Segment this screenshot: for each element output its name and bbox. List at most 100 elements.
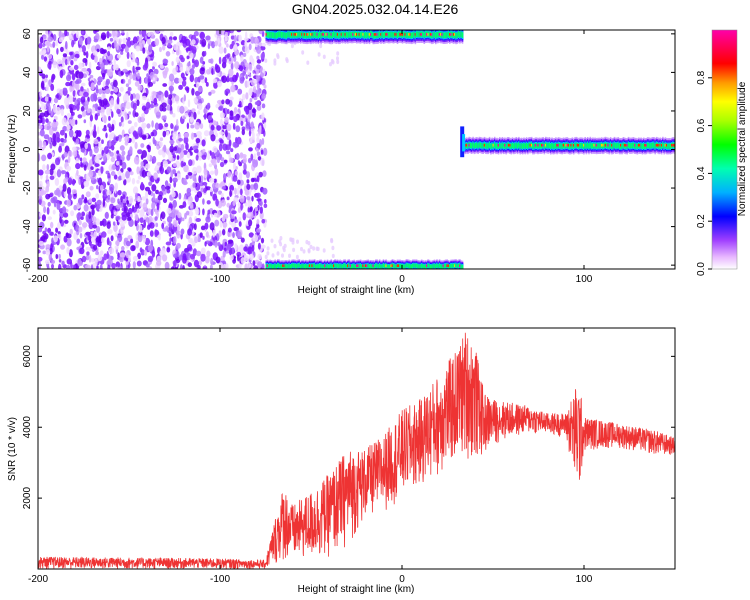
band-cell	[424, 264, 427, 269]
noise-speckle	[126, 31, 129, 39]
noise-speckle	[150, 132, 155, 137]
noise-speckle	[127, 216, 132, 221]
band-cell	[516, 143, 519, 149]
noise-speckle	[84, 196, 88, 203]
band-cell	[377, 264, 380, 269]
noise-speckle	[209, 150, 212, 156]
band-cell	[622, 142, 625, 148]
noise-speckle	[88, 254, 92, 263]
band-cell	[348, 31, 350, 38]
noise-speckle	[81, 67, 88, 72]
noise-speckle	[224, 241, 227, 247]
noise-speckle	[201, 139, 206, 147]
noise-speckle	[172, 169, 177, 175]
noise-speckle	[153, 172, 158, 180]
band-cell	[345, 264, 348, 269]
band-cell	[564, 143, 566, 149]
band-cell	[525, 142, 528, 148]
band-cell	[287, 264, 289, 269]
noise-speckle	[247, 69, 251, 76]
noise-speckle	[205, 186, 211, 191]
noise-speckle	[197, 103, 203, 111]
noise-speckle	[223, 213, 229, 219]
noise-speckle	[240, 40, 246, 46]
band-cell	[343, 263, 345, 268]
noise-speckle	[78, 220, 82, 226]
band-cell	[594, 143, 597, 149]
noise-speckle	[168, 94, 173, 100]
noise-speckle	[66, 112, 71, 119]
noise-speckle	[222, 250, 226, 258]
noise-speckle	[282, 247, 286, 253]
noise-speckle	[169, 176, 173, 184]
noise-speckle	[46, 125, 50, 131]
noise-speckle	[80, 96, 86, 103]
noise-speckle	[156, 255, 162, 262]
noise-speckle	[113, 174, 118, 180]
noise-speckle	[257, 128, 262, 135]
noise-speckle	[256, 228, 262, 233]
noise-speckle	[124, 135, 130, 143]
noise-speckle	[137, 72, 140, 80]
noise-speckle	[266, 251, 270, 256]
noise-speckle	[107, 194, 111, 200]
noise-speckle	[186, 152, 191, 159]
noise-speckle	[256, 55, 260, 60]
noise-speckle	[164, 180, 169, 187]
band-cell	[320, 263, 322, 268]
noise-speckle	[147, 255, 154, 262]
noise-speckle	[123, 179, 127, 186]
noise-speckle	[198, 175, 202, 183]
noise-speckle	[154, 229, 158, 238]
band-cell	[546, 142, 548, 148]
noise-speckle	[58, 259, 62, 263]
noise-speckle	[244, 62, 250, 68]
band-cell	[350, 264, 353, 269]
noise-speckle	[225, 98, 231, 105]
noise-speckle	[96, 265, 99, 269]
noise-speckle	[104, 85, 109, 90]
band-cell	[408, 263, 410, 268]
noise-speckle	[94, 155, 100, 163]
noise-speckle	[145, 163, 151, 169]
band-cell	[428, 31, 431, 38]
band-cell	[312, 32, 315, 38]
noise-speckle	[240, 237, 245, 243]
noise-speckle	[120, 116, 124, 123]
noise-speckle	[50, 259, 56, 264]
noise-speckle	[51, 264, 54, 269]
band-cell	[432, 32, 434, 38]
noise-speckle	[242, 169, 247, 175]
noise-speckle	[235, 152, 240, 161]
noise-speckle	[188, 216, 193, 225]
noise-speckle	[63, 190, 67, 198]
noise-speckle	[139, 247, 143, 253]
band-cell	[460, 264, 462, 269]
band-cell	[420, 263, 423, 268]
band-cell	[477, 143, 479, 149]
band-cell	[423, 32, 426, 39]
noise-speckle	[126, 60, 131, 68]
band-cell	[303, 264, 306, 269]
noise-speckle	[90, 93, 95, 102]
noise-speckle	[232, 175, 238, 182]
noise-speckle	[236, 136, 242, 145]
noise-speckle	[170, 87, 173, 96]
noise-speckle	[172, 99, 175, 104]
noise-speckle	[260, 157, 265, 167]
band-cell	[273, 264, 275, 269]
noise-speckle	[238, 172, 243, 180]
noise-speckle	[199, 232, 203, 238]
noise-speckle	[180, 160, 184, 168]
band-cell	[589, 142, 592, 148]
noise-speckle	[209, 222, 215, 231]
noise-speckle	[78, 37, 82, 45]
noise-speckle	[82, 58, 88, 63]
noise-speckle	[136, 166, 140, 175]
noise-speckle	[216, 72, 220, 77]
noise-speckle	[205, 231, 209, 238]
noise-speckle	[64, 219, 69, 224]
noise-speckle	[147, 32, 151, 37]
noise-speckle	[193, 30, 199, 37]
